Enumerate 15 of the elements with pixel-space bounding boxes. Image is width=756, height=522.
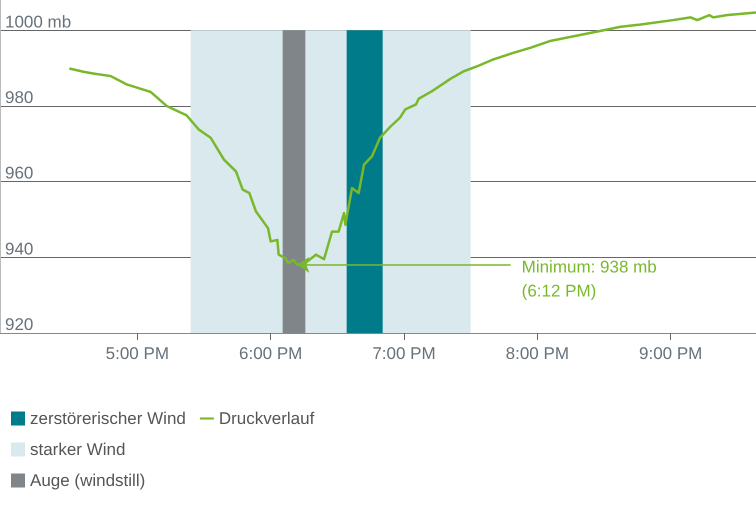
y-tick-label: 920 [5, 315, 34, 334]
y-tick-label: 980 [5, 88, 34, 107]
x-tick-label: 8:00 PM [506, 344, 569, 363]
legend-label: Auge (windstill) [30, 471, 146, 490]
y-tick-label: 960 [5, 164, 34, 183]
x-tick-label: 9:00 PM [639, 344, 702, 363]
y-tick-label: 940 [5, 239, 34, 258]
y-tick-label: 1000 mb [5, 12, 72, 32]
legend-label: starker Wind [30, 440, 126, 459]
x-tick-label: 5:00 PM [106, 344, 169, 363]
annotation: Minimum: 938 mb (6:12 PM) [522, 257, 657, 300]
x-tick-label: 7:00 PM [372, 344, 436, 363]
x-tick-label: 6:00 PM [239, 344, 302, 363]
legend-label: Druckverlauf [218, 409, 315, 428]
legend-label: zerstörerischer Wind [30, 409, 186, 428]
